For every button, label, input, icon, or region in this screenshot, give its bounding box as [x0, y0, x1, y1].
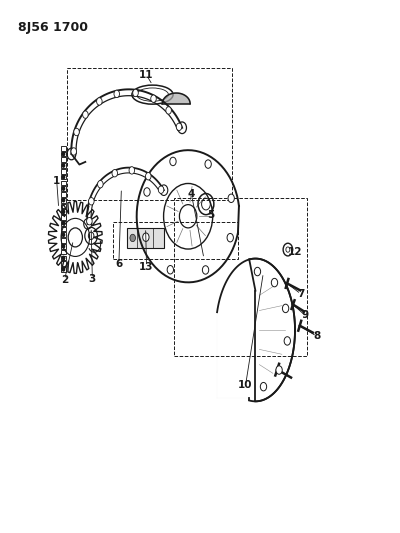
- Circle shape: [62, 152, 65, 156]
- Circle shape: [276, 366, 282, 374]
- Circle shape: [170, 157, 176, 166]
- Circle shape: [227, 233, 233, 242]
- Text: 1: 1: [53, 176, 60, 186]
- Text: 2: 2: [61, 274, 68, 285]
- Circle shape: [62, 222, 65, 225]
- Circle shape: [260, 383, 267, 391]
- Text: 13: 13: [139, 262, 154, 271]
- Circle shape: [133, 89, 138, 96]
- Circle shape: [112, 169, 118, 177]
- Circle shape: [114, 90, 120, 98]
- Circle shape: [62, 199, 65, 202]
- Text: 4: 4: [188, 189, 195, 198]
- Polygon shape: [162, 93, 190, 103]
- Circle shape: [62, 233, 65, 237]
- Circle shape: [271, 278, 278, 287]
- Circle shape: [254, 268, 261, 276]
- Circle shape: [87, 217, 92, 225]
- Circle shape: [151, 95, 156, 102]
- Bar: [127, 228, 164, 248]
- Text: 12: 12: [288, 247, 302, 257]
- Bar: [61, 163, 66, 168]
- Text: 10: 10: [238, 381, 253, 391]
- Bar: [61, 157, 66, 162]
- Text: 11: 11: [139, 70, 154, 80]
- Bar: [61, 198, 66, 203]
- Circle shape: [284, 337, 290, 345]
- Bar: [113, 222, 238, 259]
- Bar: [61, 261, 66, 266]
- Circle shape: [158, 186, 164, 193]
- Circle shape: [228, 194, 234, 203]
- Circle shape: [166, 107, 171, 114]
- Bar: [61, 215, 66, 220]
- Bar: [61, 209, 66, 214]
- Circle shape: [130, 234, 136, 241]
- Circle shape: [62, 175, 65, 179]
- Circle shape: [71, 148, 76, 155]
- Bar: [61, 152, 66, 156]
- Bar: [61, 232, 66, 237]
- Circle shape: [62, 210, 65, 213]
- Circle shape: [88, 198, 94, 205]
- Bar: [67, 68, 232, 200]
- Bar: [61, 187, 66, 191]
- Bar: [61, 204, 66, 208]
- Circle shape: [62, 164, 65, 167]
- Circle shape: [62, 245, 65, 248]
- Text: 8J56 1700: 8J56 1700: [18, 21, 88, 34]
- Bar: [61, 250, 66, 254]
- Bar: [61, 255, 66, 260]
- Bar: [61, 175, 66, 180]
- Circle shape: [202, 266, 209, 274]
- Circle shape: [62, 268, 65, 271]
- Text: 6: 6: [115, 259, 122, 269]
- Circle shape: [167, 265, 174, 274]
- Text: 9: 9: [301, 310, 308, 320]
- Bar: [61, 267, 66, 272]
- Bar: [61, 227, 66, 231]
- Bar: [61, 221, 66, 225]
- Text: 7: 7: [297, 289, 305, 299]
- Circle shape: [62, 256, 65, 260]
- Text: 3: 3: [89, 273, 96, 284]
- Circle shape: [144, 188, 150, 196]
- Circle shape: [205, 160, 211, 168]
- Circle shape: [143, 233, 149, 241]
- Circle shape: [282, 304, 289, 313]
- Circle shape: [74, 128, 79, 136]
- Circle shape: [96, 98, 102, 105]
- Text: 8: 8: [313, 332, 320, 341]
- Bar: [61, 244, 66, 249]
- Circle shape: [83, 111, 88, 118]
- Bar: [61, 238, 66, 243]
- Bar: [61, 181, 66, 185]
- Bar: [61, 192, 66, 197]
- Bar: [174, 198, 307, 357]
- Bar: [61, 169, 66, 174]
- Circle shape: [62, 187, 65, 190]
- Circle shape: [176, 123, 182, 131]
- Circle shape: [146, 173, 151, 180]
- Bar: [61, 146, 66, 151]
- Text: 5: 5: [207, 209, 214, 220]
- Circle shape: [129, 167, 134, 174]
- Circle shape: [98, 181, 103, 188]
